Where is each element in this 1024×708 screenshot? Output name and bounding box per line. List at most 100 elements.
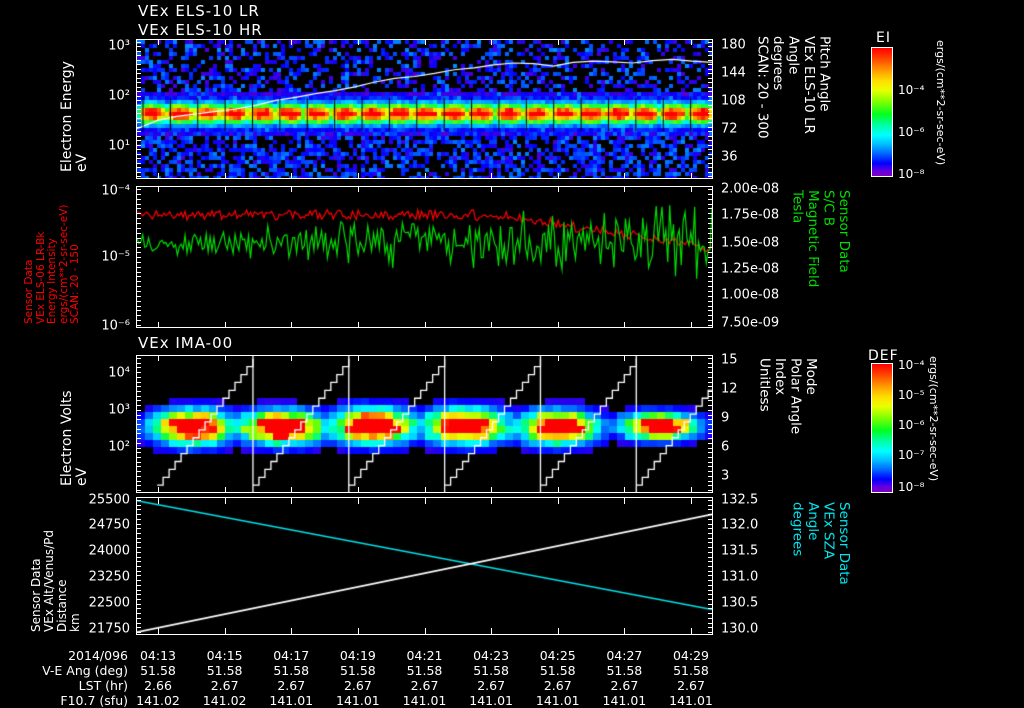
xaxis-tick-top-p2-8 — [691, 355, 692, 361]
panel1-minor-tick-left — [136, 176, 141, 177]
panel4-rtick-5: 130.0 — [721, 621, 759, 637]
panel4-ytick-3: 23250 — [88, 569, 130, 585]
xaxis-tick-top-p0-2 — [291, 39, 293, 45]
panel1-rtick-4: 36 — [721, 149, 738, 165]
xaxis-tick-6 — [557, 628, 559, 635]
panel2-minor-tick-right — [708, 266, 713, 268]
panel4-minor-tick-right — [708, 509, 713, 511]
panel3-right-line-1: Index — [772, 358, 788, 396]
table-cell-r0-c4: 04:21 — [406, 648, 443, 663]
panel3-rtick-4: 3 — [721, 468, 730, 484]
panel2-minor-tick-left — [136, 237, 141, 239]
panel1-minor-tick-right — [708, 68, 713, 70]
panel3-minor-tick-right — [708, 457, 713, 458]
panel3-minor-tick-right — [708, 424, 713, 425]
panel2-minor-tick-left — [136, 325, 141, 326]
panel4-minor-tick-left — [136, 589, 141, 591]
panel2-minor-tick-left — [136, 295, 141, 297]
panel4-minor-tick-right — [708, 622, 713, 624]
panel3-rtick-2: 9 — [721, 410, 730, 426]
els-spectrogram-canvas — [137, 40, 712, 178]
intensity-bfield-canvas — [137, 187, 712, 327]
table-row-label-3: F10.7 (sfu) — [60, 693, 128, 708]
panel-els-spectrogram[interactable] — [136, 39, 713, 179]
panel1-minor-tick-left — [136, 42, 141, 43]
table-row-label-1: V-E Ang (deg) — [42, 663, 128, 678]
panel1-minor-tick-right — [708, 50, 713, 52]
panel2-minor-tick-right — [708, 315, 713, 317]
panel2-minor-tick-left — [136, 232, 141, 234]
xaxis-tick-top-0 — [158, 497, 159, 504]
panel4-minor-tick-left — [136, 599, 141, 600]
panel3-right-axis-title: Unitless Index Polar Angle Mode — [757, 358, 820, 490]
xaxis-tick-p2-6 — [557, 487, 559, 493]
panel3-minor-tick-left — [136, 471, 141, 473]
panel2-minor-tick-left — [136, 218, 141, 220]
panel4-minor-tick-right — [708, 589, 713, 591]
table-cell-r1-c4: 51.58 — [406, 663, 443, 678]
panel1-minor-tick-right — [708, 167, 713, 169]
panel3-right-line-3: Mode — [803, 358, 819, 395]
panel3-minor-tick-right — [708, 405, 713, 407]
xaxis-tick-p1-5 — [491, 322, 493, 328]
panel3-minor-tick-right — [708, 419, 713, 421]
panel2-ytick-0: 10⁻⁴ — [101, 183, 130, 199]
table-cell-r2-c7: 2.67 — [610, 678, 639, 693]
panel3-minor-tick-left — [136, 376, 141, 378]
table-cell-r0-c7: 04:27 — [606, 648, 643, 663]
panel2-minor-tick-right — [708, 218, 713, 220]
panel1-rtick-3: 72 — [721, 121, 738, 137]
panel4-minor-tick-left — [136, 613, 141, 615]
colorbar2-tick-0: 10⁻⁴ — [898, 358, 925, 372]
panel2-minor-tick-left — [136, 310, 141, 312]
xaxis-tick-p2-8 — [691, 487, 692, 493]
panel3-minor-tick-left — [136, 419, 141, 421]
panel4-minor-tick-right — [708, 617, 713, 619]
panel1-minor-tick-left — [136, 122, 141, 124]
xaxis-tick-top-p1-5 — [491, 186, 493, 192]
panel3-ytick-0: 10⁴ — [108, 365, 130, 381]
panel1-minor-tick-left — [136, 82, 141, 84]
xaxis-tick-1 — [224, 628, 226, 635]
panel3-minor-tick-right — [708, 376, 713, 378]
panel3-minor-tick-right — [708, 400, 713, 402]
panel2-minor-tick-right — [708, 203, 713, 205]
panel1-rtick-0: 180 — [721, 37, 746, 53]
panel2-minor-tick-left — [136, 320, 141, 322]
panel3-minor-tick-left — [136, 405, 141, 407]
panel1-minor-tick-right — [708, 109, 713, 110]
panel4-minor-tick-right — [708, 570, 713, 572]
panel2-minor-tick-left — [136, 300, 141, 302]
panel3-minor-tick-right — [708, 409, 713, 411]
xaxis-tick-p0-5 — [491, 173, 493, 179]
panel-ima-spectrogram[interactable] — [136, 355, 713, 493]
panel-distance-sza[interactable] — [136, 497, 713, 635]
panel2-minor-tick-left — [136, 213, 141, 215]
panel1-minor-tick-right — [708, 131, 713, 133]
colorbar1-tick-1: 10⁻⁶ — [898, 125, 925, 139]
xaxis-tick-p1-7 — [624, 322, 626, 328]
xaxis-tick-0 — [158, 628, 159, 635]
panel-intensity-bfield[interactable] — [136, 186, 713, 328]
xaxis-tick-top-p2-5 — [491, 355, 493, 361]
panel1-minor-tick-right — [708, 171, 713, 173]
panel2-minor-tick-left — [136, 242, 141, 244]
panel2-minor-tick-right — [708, 213, 713, 215]
xaxis-tick-top-p0-8 — [691, 39, 692, 45]
panel3-minor-tick-right — [708, 438, 713, 440]
panel1-minor-tick-right — [708, 153, 713, 155]
panel1-rtick-2: 108 — [721, 93, 746, 109]
panel1-minor-tick-left — [136, 104, 141, 106]
panel3-minor-tick-right — [708, 391, 713, 392]
xaxis-tick-p0-7 — [624, 173, 626, 179]
panel3-minor-tick-right — [708, 461, 713, 463]
panel1-minor-tick-right — [708, 77, 713, 79]
panel2-minor-tick-left — [136, 227, 141, 229]
panel3-minor-tick-right — [708, 490, 713, 491]
panel3-minor-tick-right — [708, 386, 713, 388]
panel4-minor-tick-right — [708, 528, 713, 530]
colorbar1-label: EI — [876, 30, 891, 46]
panel4-minor-tick-right — [708, 599, 713, 600]
panel3-minor-tick-right — [708, 480, 713, 482]
panel2-minor-tick-right — [708, 227, 713, 229]
